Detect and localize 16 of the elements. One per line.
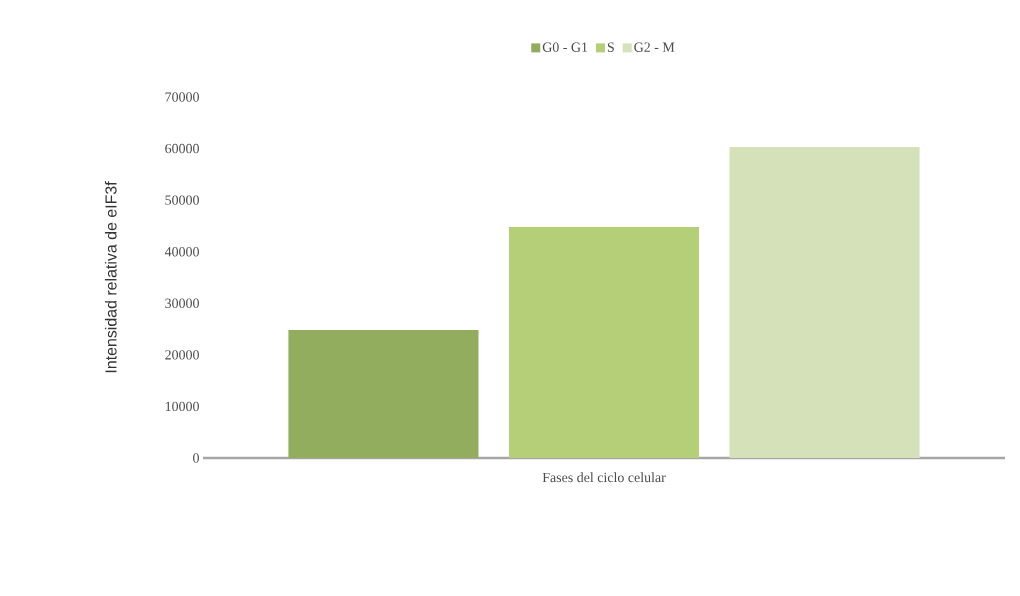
y-tick-label: 50000 xyxy=(165,195,199,205)
y-tick-label: 40000 xyxy=(164,246,199,257)
y-tick-label: 20000 xyxy=(165,350,199,360)
y-tick-label: 70000 xyxy=(165,92,199,102)
bar xyxy=(729,147,920,458)
y-tick-label: 10000 xyxy=(165,401,199,412)
y-axis-title: Intensidad relativa de eIF3f xyxy=(104,181,117,373)
y-tick-label: 60000 xyxy=(165,143,199,154)
y-tick-label: 30000 xyxy=(165,298,199,308)
legend-label: S xyxy=(607,42,614,52)
legend-label: G2 - M xyxy=(634,42,675,52)
legend-label: G0 - G1 xyxy=(542,42,588,52)
bar xyxy=(508,226,700,458)
y-tick-label: 0 xyxy=(193,453,199,463)
x-axis-title: Fases del ciclo celular xyxy=(542,472,666,483)
bar xyxy=(288,330,479,458)
